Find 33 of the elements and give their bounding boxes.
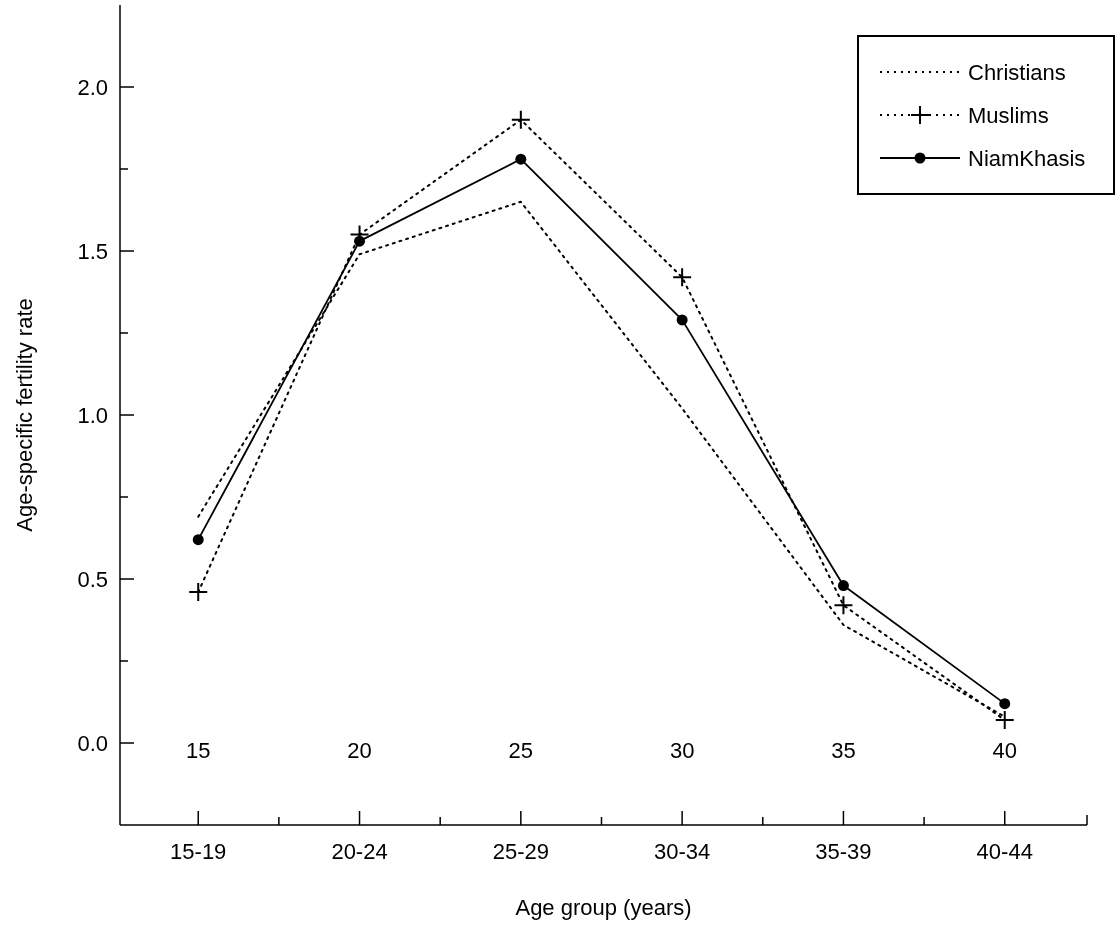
point [837,580,849,592]
annotation: 35 [831,737,856,763]
legend-label: Christians [968,59,1066,85]
y-tick-label: 2.0 [77,74,108,100]
y-axis-title: Age-specific fertility rate [12,298,37,532]
point [994,710,1015,731]
point [676,314,688,326]
point [354,235,366,247]
point [833,595,854,616]
legend-label: NiamKhasis [968,145,1086,171]
x-tick-label: 40-44 [976,839,1033,864]
x-tick-label: 35-39 [815,839,872,864]
x-tick-label: 15-19 [170,839,227,864]
y-tick-label: 0.0 [77,730,108,756]
annotation: 25 [508,737,534,763]
x-axis-title: Age group (years) [515,895,692,920]
annotation: 30 [669,737,695,763]
legend-label: Muslims [968,102,1049,128]
x-tick-label: 25-29 [492,839,549,864]
point [188,582,209,603]
y-tick-label: 0.5 [77,566,108,592]
point [672,267,693,288]
annotation: 15 [185,737,211,763]
annotation: 40 [992,737,1017,763]
annotation: 20 [347,737,372,763]
x-tick-label: 20-24 [331,839,388,864]
point [192,534,204,546]
y-tick-label: 1.0 [77,402,108,428]
point [515,153,527,165]
x-tick-label: 30-34 [653,839,711,864]
y-tick-label: 1.5 [77,238,108,264]
point [999,698,1011,710]
point [510,109,531,130]
